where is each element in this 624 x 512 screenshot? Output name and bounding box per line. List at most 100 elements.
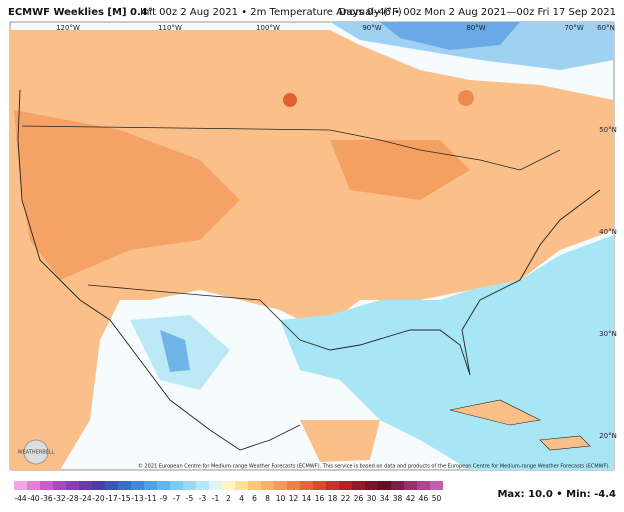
colorbar-cell	[287, 481, 300, 490]
warm-region	[10, 30, 614, 470]
colorbar-label: 6	[252, 494, 257, 503]
colorbar-cell	[92, 481, 105, 490]
colorbar-label: -24	[79, 494, 91, 503]
ocean-cool	[280, 235, 614, 470]
mexico-warm	[300, 420, 380, 462]
lon-label: 80°W	[466, 24, 485, 32]
subtitle: Init 00z 2 Aug 2021 • 2m Temperature Ano…	[140, 7, 402, 18]
colorbar-cell	[326, 481, 339, 490]
colorbar-cell	[118, 481, 131, 490]
cool-core	[380, 22, 520, 50]
lat-label: 30°N	[599, 330, 617, 338]
logo-icon	[23, 439, 49, 465]
period: Days 0–46 • 00z Mon 2 Aug 2021—00z Fri 1…	[339, 7, 616, 18]
lon-label: 70°W	[564, 24, 583, 32]
border	[21, 125, 561, 171]
colorbar-cell	[157, 481, 170, 490]
colorbar-cell	[417, 481, 430, 490]
colorbar-cell	[261, 481, 274, 490]
colorbar-cell	[66, 481, 79, 490]
title: ECMWF Weeklies [M] 0.4°	[8, 7, 153, 18]
colorbar-label: 8	[265, 494, 270, 503]
colorbar-cell	[352, 481, 365, 490]
colorbar-cell	[40, 481, 53, 490]
colorbar-label: -36	[40, 494, 52, 503]
colorbar-label: 30	[367, 494, 377, 503]
colorbar-cell	[365, 481, 378, 490]
warm-spot	[458, 90, 474, 106]
lat-label: 20°N	[599, 432, 617, 440]
colorbar-cell	[378, 481, 391, 490]
colorbar-label: -11	[144, 494, 156, 503]
logo: WEATHERBELL	[18, 439, 55, 465]
warm-core	[330, 140, 470, 200]
colorbar-cell	[313, 481, 326, 490]
colorbar: -44 -40 -36 -32 -28 -24 -20 -17 -15 -13 -11 -9 -7 -5-…	[14, 481, 443, 503]
colorbar-label: -20	[92, 494, 104, 503]
colorbar-cell	[235, 481, 248, 490]
colorbar-cell	[248, 481, 261, 490]
colorbar-label: -3	[199, 494, 207, 503]
colorbar-label: 34	[380, 494, 390, 503]
colorbar-cell	[170, 481, 183, 490]
colorbar-cell	[53, 481, 66, 490]
colorbar-label: 50	[432, 494, 442, 503]
colorbar-cell	[430, 481, 443, 490]
colorbar-label: -28	[66, 494, 78, 503]
colorbar-cell	[183, 481, 196, 490]
lat-label: 40°N	[599, 228, 617, 236]
logo-text: WEATHERBELL	[18, 450, 55, 456]
colorbar-label: -32	[53, 494, 65, 503]
colorbar-cell	[404, 481, 417, 490]
colorbar-label: -40	[27, 494, 39, 503]
colorbar-label: -9	[160, 494, 168, 503]
colorbar-cell	[391, 481, 404, 490]
colorbar-label: 18	[328, 494, 338, 503]
colorbar-label: -15	[118, 494, 130, 503]
stats: Max: 10.0 • Min: -4.4	[497, 489, 616, 500]
colorbar-cell	[131, 481, 144, 490]
lon-label: 120°W	[56, 24, 80, 32]
colorbar-cell	[300, 481, 313, 490]
colorbar-label: 4	[239, 494, 244, 503]
colorbar-label: 38	[393, 494, 403, 503]
copyright: © 2021 European Centre for Medium-range …	[138, 463, 611, 470]
colorbar-label: 26	[354, 494, 364, 503]
colorbar-label: 14	[302, 494, 312, 503]
colorbar-cell	[209, 481, 222, 490]
lat-label: 50°N	[599, 126, 617, 134]
warm-core	[14, 110, 240, 280]
colorbar-cell	[274, 481, 287, 490]
colorbar-label: -17	[105, 494, 117, 503]
border	[87, 284, 301, 341]
colorbar-cell	[105, 481, 118, 490]
colorbar-label: -1	[212, 494, 220, 503]
colorbar-cell	[222, 481, 235, 490]
lon-label: 60°N	[597, 24, 615, 32]
colorbar-label: 42	[406, 494, 416, 503]
map: WEATHERBELL © 2021 European Centre for M…	[9, 21, 615, 471]
colorbar-label: 22	[341, 494, 351, 503]
colorbar-cell	[27, 481, 40, 490]
lon-label: 90°W	[362, 24, 381, 32]
colorbar-label: 16	[315, 494, 325, 503]
colorbar-label: 2	[226, 494, 231, 503]
lon-label: 110°W	[158, 24, 182, 32]
colorbar-cell	[144, 481, 157, 490]
colorbar-cell	[196, 481, 209, 490]
southwest-cool-core	[160, 330, 190, 372]
colorbar-cell	[14, 481, 27, 490]
colorbar-label: -44	[14, 494, 26, 503]
colorbar-cell	[79, 481, 92, 490]
warm-spot	[283, 93, 297, 107]
islands	[449, 399, 591, 451]
colorbar-label: -5	[186, 494, 194, 503]
colorbar-label: 12	[289, 494, 299, 503]
graticule-labels: 120°W 110°W 100°W 90°W 80°W 70°W 60°N 50°N 40°N 3…	[56, 24, 617, 440]
colorbar-label: -7	[173, 494, 181, 503]
colorbar-cell	[339, 481, 352, 490]
colorbar-label: 10	[276, 494, 286, 503]
colorbar-label: -13	[131, 494, 143, 503]
